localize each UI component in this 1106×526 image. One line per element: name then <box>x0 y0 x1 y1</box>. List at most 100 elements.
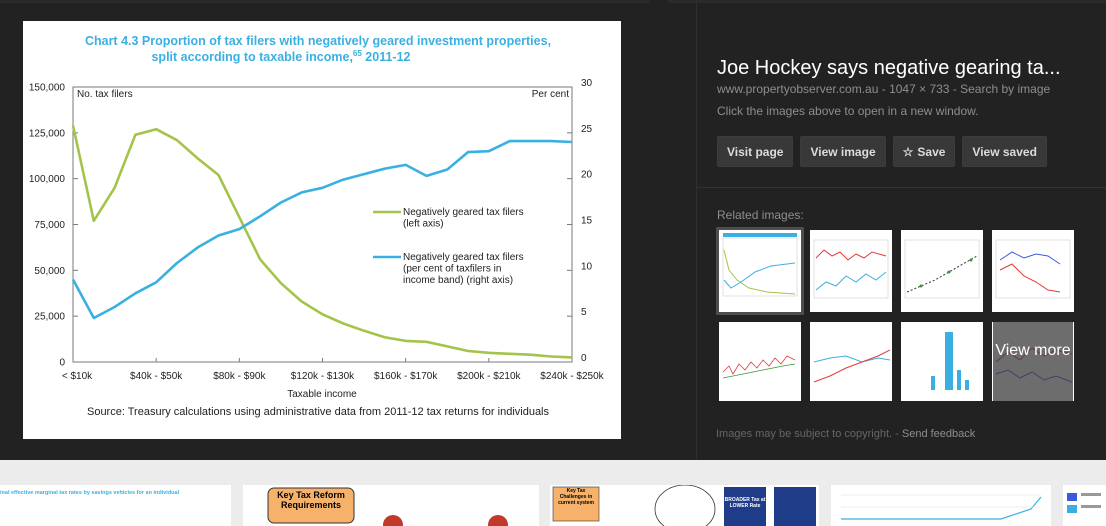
details-sidebar: Joe Hockey says negative gearing ta... w… <box>697 0 1106 460</box>
result-thumb-3-text: Key Tax Challenges in current system <box>558 488 594 506</box>
series-lines <box>71 125 573 359</box>
plot-frame <box>72 86 573 363</box>
chart-title-line2-text: split according to taxable income, <box>151 50 352 64</box>
right-tick-label: 30 <box>581 78 593 89</box>
view-more-overlay[interactable]: View more <box>993 322 1073 401</box>
related-thumb-5-graphic <box>722 355 796 379</box>
visit-page-button[interactable]: Visit page <box>717 136 794 167</box>
left-tick-label: 75,000 <box>34 220 65 231</box>
copyright-note: Images may be subject to copyright. - Se… <box>716 428 976 440</box>
legend: Negatively geared tax filers(left axis)N… <box>373 207 524 286</box>
related-thumb-4[interactable] <box>992 230 1074 312</box>
related-thumb-1-graphic <box>722 233 798 297</box>
result-thumb-5-graphic <box>1067 493 1101 513</box>
save-label: Save <box>917 144 946 159</box>
x-tick-label: $80k - $90k <box>213 371 266 382</box>
x-tick-label: $120k - $130k <box>291 371 355 382</box>
right-tick-label: 5 <box>581 307 587 318</box>
series-line-1 <box>71 125 573 359</box>
star-icon: ☆ <box>902 144 914 159</box>
related-thumb-5[interactable] <box>719 322 801 401</box>
results-strip: inal effective marginal tax rates by sav… <box>0 460 1106 526</box>
copyright-text: Images may be subject to copyright. <box>716 428 893 440</box>
result-thumb-2-graphic: Key Tax Reform Requirements <box>267 487 508 526</box>
panel-divider <box>696 0 697 460</box>
result-thumb-4[interactable] <box>831 485 1051 526</box>
x-tick-label: < $10k <box>62 371 93 382</box>
right-tick-label: 25 <box>581 124 593 135</box>
chart-title: Chart 4.3 Proportion of tax filers with … <box>85 34 551 48</box>
view-saved-label: View saved <box>972 144 1037 159</box>
main-preview-image[interactable]: Chart 4.3 Proportion of tax filers with … <box>23 21 621 439</box>
related-thumb-3[interactable] <box>901 230 983 312</box>
related-images-label: Related images: <box>717 208 804 222</box>
result-thumb-3[interactable]: Key Tax Challenges in current system BRO… <box>550 485 819 526</box>
x-tick-label: $40k - $50k <box>130 371 183 382</box>
left-tick-label: 100,000 <box>29 174 66 185</box>
related-thumb-1[interactable] <box>716 227 804 315</box>
right-tick-label: 20 <box>581 170 593 181</box>
left-tick-label: 125,000 <box>29 128 66 139</box>
related-thumb-2-graphic <box>813 239 889 299</box>
right-tick-label: 10 <box>581 261 593 272</box>
legend-label-1: Negatively geared tax filers <box>403 207 524 218</box>
view-image-button[interactable]: View image <box>800 136 886 167</box>
visit-page-label: Visit page <box>727 144 784 159</box>
related-thumb-4-graphic <box>995 239 1071 299</box>
related-thumb-2[interactable] <box>810 230 892 312</box>
result-thumb-4-text: BROADER Tax at LOWER Rate <box>724 497 766 509</box>
x-tick-label: $200k - $210k <box>457 371 521 382</box>
related-thumb-7[interactable] <box>901 322 983 401</box>
related-thumb-6-graphic <box>813 349 891 383</box>
sidebar-divider <box>697 187 1106 188</box>
right-axis-label: Per cent <box>532 89 569 100</box>
chart-title-footnote: 65 <box>353 49 362 58</box>
left-tick-label: 25,000 <box>34 312 65 323</box>
result-thumb-1[interactable]: inal effective marginal tax rates by sav… <box>0 485 231 526</box>
left-tick-label: 0 <box>59 358 65 369</box>
legend-label-2: (per cent of taxfilers in <box>403 264 501 275</box>
result-thumb-4-graphic <box>841 494 1042 520</box>
view-image-label: View image <box>810 144 876 159</box>
action-buttons: Visit page View image ☆ Save View saved <box>717 136 1047 167</box>
legend-label-2: Negatively geared tax filers <box>403 252 524 263</box>
result-hint: Click the images above to open in a new … <box>717 104 979 118</box>
image-preview-panel: Chart 4.3 Proportion of tax filers with … <box>0 0 1106 460</box>
panel-top-edge <box>0 0 650 3</box>
related-thumb-6[interactable] <box>810 322 892 401</box>
result-thumb-1-text: inal effective marginal tax rates by sav… <box>0 490 180 496</box>
left-tick-label: 150,000 <box>29 83 66 94</box>
right-axis: 0 5 10 15 20 25 30 <box>567 78 593 364</box>
result-meta: www.propertyobserver.com.au - 1047 × 733… <box>717 82 1051 96</box>
x-axis: < $10k $40k - $50k $80k - $90k $120k - $130… <box>62 358 605 382</box>
result-thumb-5[interactable] <box>1063 485 1106 526</box>
left-tick-label: 50,000 <box>34 266 65 277</box>
legend-label-1: (left axis) <box>403 219 444 230</box>
right-tick-label: 15 <box>581 216 593 227</box>
result-thumb-2[interactable]: Key Tax Reform Requirements <box>243 485 539 526</box>
chart-title-line2: split according to taxable income,65 201… <box>151 49 410 64</box>
right-tick-label: 0 <box>581 353 587 364</box>
panel-top-edge-right <box>668 0 1106 3</box>
related-thumb-7-graphic <box>931 332 969 390</box>
result-thumb-2-text: Key Tax Reform Requirements <box>277 490 345 510</box>
left-axis: 0 25,000 50,000 75,000 100,000 125,000 150,000 <box>29 83 78 369</box>
result-thumb-3-graphic: Key Tax Challenges in current system BRO… <box>552 485 816 526</box>
save-button[interactable]: ☆ Save <box>892 136 956 167</box>
view-more-label: View more <box>995 342 1071 359</box>
legend-label-2: income band) (right axis) <box>403 275 513 286</box>
x-axis-label: Taxable income <box>287 389 357 400</box>
left-axis-label: No. tax filers <box>77 89 133 100</box>
chart-title-year: 2011-12 <box>362 50 411 64</box>
related-thumb-3-graphic <box>904 239 980 299</box>
series-line-2 <box>71 139 573 320</box>
send-feedback-link[interactable]: Send feedback <box>901 428 976 440</box>
chart-svg: Chart 4.3 Proportion of tax filers with … <box>29 34 605 418</box>
result-thumb-1-graphic: inal effective marginal tax rates by sav… <box>0 490 180 496</box>
result-title[interactable]: Joe Hockey says negative gearing ta... <box>717 57 1061 79</box>
x-tick-label: $160k - $170k <box>374 371 438 382</box>
chart-source: Source: Treasury calculations using admi… <box>87 406 550 418</box>
x-tick-label: $240k - $250k <box>540 371 604 382</box>
view-saved-button[interactable]: View saved <box>962 136 1047 167</box>
